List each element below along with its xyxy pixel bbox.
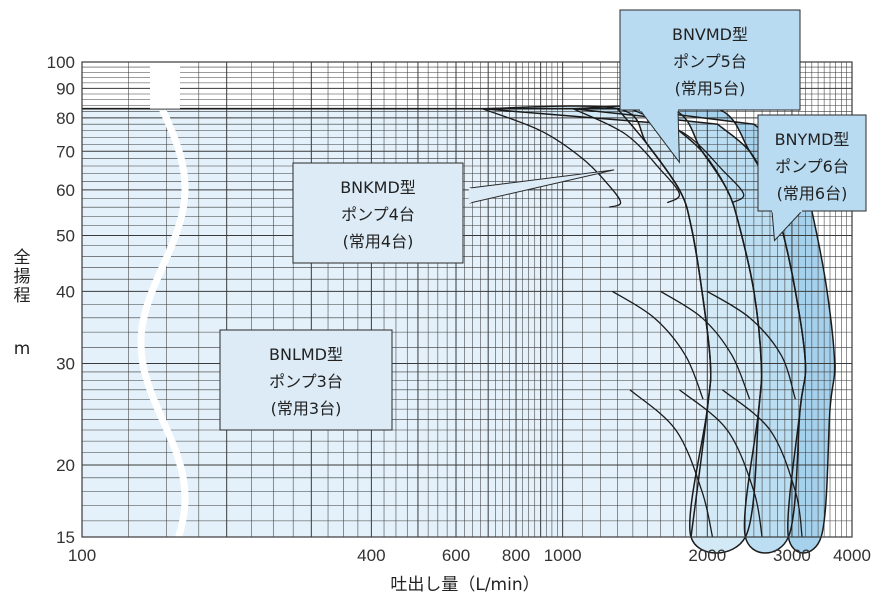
x-tick-4000: 4000	[833, 546, 871, 565]
y-tick-labels: 15 20 30 40 50 60 70 80 90 100	[47, 53, 75, 547]
performance-curve	[660, 290, 751, 400]
callout-line: ポンプ3台	[269, 372, 343, 391]
performance-curve	[629, 389, 714, 538]
callout-line: BNVMD型	[672, 25, 748, 44]
y-tick-100: 100	[47, 53, 75, 72]
plot-border	[81, 61, 853, 538]
callout-line: BNYMD型	[775, 130, 850, 149]
x-tick-1000: 1000	[544, 546, 582, 565]
callout-line: ポンプ6台	[775, 157, 849, 176]
callout-line: BNKMD型	[340, 178, 416, 197]
callout-line: (常用5台)	[675, 79, 746, 98]
band-bnkmd	[482, 106, 762, 553]
y-axis-unit: m	[14, 339, 31, 359]
performance-curve	[572, 108, 681, 204]
y-tick-90: 90	[56, 79, 75, 98]
y-tick-15: 15	[56, 528, 75, 547]
y-axis-title-char-2: 揚	[14, 267, 31, 287]
callout-line: BNLMD型	[269, 345, 343, 364]
performance-curve	[706, 290, 797, 400]
callout-box	[219, 329, 393, 431]
x-tick-labels: 100 400 600 800 1000 2000 3000 4000	[68, 546, 871, 565]
y-tick-40: 40	[56, 282, 75, 301]
callout-line: (常用6台)	[777, 184, 848, 203]
x-tick-2000: 2000	[688, 546, 726, 565]
axis-break	[137, 59, 189, 540]
x-tick-800: 800	[502, 546, 530, 565]
y-tick-30: 30	[56, 354, 75, 373]
y-axis-title-char-3: 程	[14, 286, 31, 306]
performance-curve	[678, 389, 763, 538]
performance-curve	[612, 290, 704, 400]
y-tick-70: 70	[56, 142, 75, 161]
callout-line: ポンプ4台	[341, 205, 415, 224]
callout-box	[292, 162, 464, 264]
x-tick-400: 400	[357, 546, 385, 565]
x-axis-title: 吐出し量（L/min）	[390, 575, 539, 595]
band-bnvmd	[572, 105, 806, 553]
y-tick-80: 80	[56, 109, 75, 128]
y-tick-50: 50	[56, 227, 75, 246]
callout-box	[619, 9, 801, 111]
performance-curve	[721, 389, 803, 538]
y-axis-title-char-1: 全	[14, 248, 31, 268]
y-tick-60: 60	[56, 181, 75, 200]
x-tick-100: 100	[68, 546, 96, 565]
axis-break-wave	[137, 109, 189, 540]
y-axis-title: 全 揚 程 m	[14, 248, 31, 359]
x-tick-3000: 3000	[773, 546, 811, 565]
callout-line: ポンプ5台	[673, 52, 747, 71]
callout-line: (常用3台)	[271, 399, 342, 418]
callout-line: (常用4台)	[343, 232, 414, 251]
callout-box	[757, 114, 867, 212]
axis-break-gap	[150, 59, 180, 109]
y-tick-20: 20	[56, 456, 75, 475]
band-outline-bnlmd	[616, 108, 712, 538]
x-tick-600: 600	[442, 546, 470, 565]
plot-frame	[81, 61, 853, 538]
